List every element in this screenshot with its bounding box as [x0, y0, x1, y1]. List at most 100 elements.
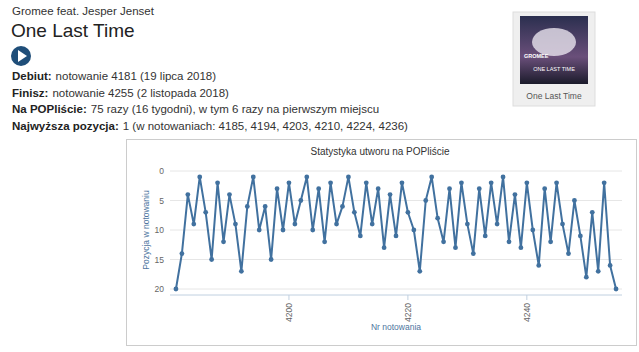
info-label: Najwyższa pozycja:	[12, 120, 119, 132]
data-point	[614, 287, 619, 292]
data-point	[304, 175, 309, 180]
cover-frame	[513, 12, 595, 106]
data-point	[251, 175, 256, 180]
data-point	[263, 204, 268, 209]
data-point	[376, 186, 381, 191]
data-point	[477, 186, 482, 191]
cover-text: ONE LAST TIME	[533, 66, 575, 72]
data-point	[602, 180, 607, 185]
data-point	[465, 222, 470, 227]
data-point	[203, 210, 208, 215]
info-line: Debiut: notowanie 4181 (19 lipca 2018)	[12, 70, 216, 82]
data-point	[584, 275, 589, 280]
data-point	[275, 186, 280, 191]
info-value: 1 (w notowaniach: 4185, 4194, 4203, 4210…	[123, 120, 408, 132]
chart-title: Statystyka utworu na POPliście	[311, 146, 450, 157]
data-point	[435, 216, 440, 221]
info-value: notowanie 4181 (19 lipca 2018)	[56, 70, 216, 82]
info-line: Finisz: notowanie 4255 (2 listopada 2018)	[12, 87, 229, 99]
x-tick-label: 4220	[403, 303, 413, 322]
data-point	[548, 239, 553, 244]
info-value: notowanie 4255 (2 listopada 2018)	[52, 87, 228, 99]
data-point	[358, 234, 363, 239]
x-tick	[526, 295, 527, 300]
data-point	[489, 180, 494, 185]
data-point	[233, 222, 238, 227]
data-point	[400, 180, 405, 185]
artist: Gromee feat. Jesper Jenset	[12, 5, 154, 17]
data-point	[328, 180, 333, 185]
data-point	[292, 222, 297, 227]
data-point	[298, 198, 303, 203]
song-title: One Last Time	[11, 20, 135, 42]
x-tick-label: 4200	[284, 303, 294, 322]
data-point	[287, 180, 292, 185]
info-label: Na POPliście:	[12, 103, 87, 115]
info-label: Debiut:	[12, 70, 52, 82]
data-point	[221, 239, 226, 244]
data-point	[340, 204, 345, 209]
data-point	[566, 251, 571, 256]
data-point	[536, 263, 541, 268]
plot-area	[174, 175, 619, 292]
data-point	[346, 175, 351, 180]
data-point	[185, 192, 190, 197]
data-point	[518, 245, 523, 250]
data-point	[507, 239, 512, 244]
data-point	[394, 234, 399, 239]
x-tick	[407, 295, 408, 300]
data-point	[560, 222, 565, 227]
data-point	[608, 263, 613, 268]
info-line: Najwyższa pozycja: 1 (w notowaniach: 4185…	[12, 120, 408, 132]
x-axis-title: Nr notowania	[371, 322, 421, 332]
x-tick	[288, 295, 289, 300]
info-label: Finisz:	[12, 87, 48, 99]
y-tick-label: 15	[155, 255, 165, 265]
data-point	[578, 234, 583, 239]
data-point	[197, 175, 202, 180]
data-point	[370, 222, 375, 227]
data-point	[179, 251, 184, 256]
y-tick-label: 0	[159, 166, 164, 176]
data-point	[441, 239, 446, 244]
data-point	[423, 198, 428, 203]
data-point	[530, 228, 535, 233]
data-point	[352, 210, 357, 215]
series-line	[176, 177, 616, 289]
y-tick-label: 5	[159, 196, 164, 206]
data-point	[453, 245, 458, 250]
data-point	[471, 251, 476, 256]
x-tick-label: 4240	[522, 303, 532, 322]
data-point	[590, 210, 595, 215]
data-point	[388, 192, 393, 197]
data-point	[174, 287, 179, 292]
info-line: Na POPliście: 75 razy (16 tygodni), w tym…	[12, 103, 379, 115]
data-point	[209, 257, 214, 262]
data-point	[334, 222, 339, 227]
data-point	[316, 186, 321, 191]
cover-text: GROMEE	[524, 53, 549, 59]
grid-line	[170, 289, 622, 290]
data-point	[483, 234, 488, 239]
data-point	[501, 175, 506, 180]
data-point	[447, 186, 452, 191]
data-point	[364, 180, 369, 185]
play-button[interactable]	[11, 46, 31, 66]
data-point	[513, 192, 518, 197]
data-point	[554, 180, 559, 185]
cover-caption: One Last Time	[526, 91, 582, 101]
data-point	[524, 180, 529, 185]
data-point	[245, 204, 250, 209]
y-tick-label: 20	[155, 284, 165, 294]
data-point	[596, 269, 601, 274]
page-graphics: GROMEE ONE LAST TIME One Last Time Statysty…	[0, 0, 639, 352]
grid-line	[170, 171, 622, 172]
play-icon	[18, 50, 27, 62]
chart-frame	[127, 140, 637, 346]
data-point	[281, 228, 286, 233]
data-point	[405, 210, 410, 215]
x-axis-line	[170, 295, 622, 296]
info-value: 75 razy (16 tygodni), w tym 6 razy na pi…	[91, 103, 379, 115]
cover-cloud	[532, 28, 576, 56]
data-point	[269, 257, 274, 262]
